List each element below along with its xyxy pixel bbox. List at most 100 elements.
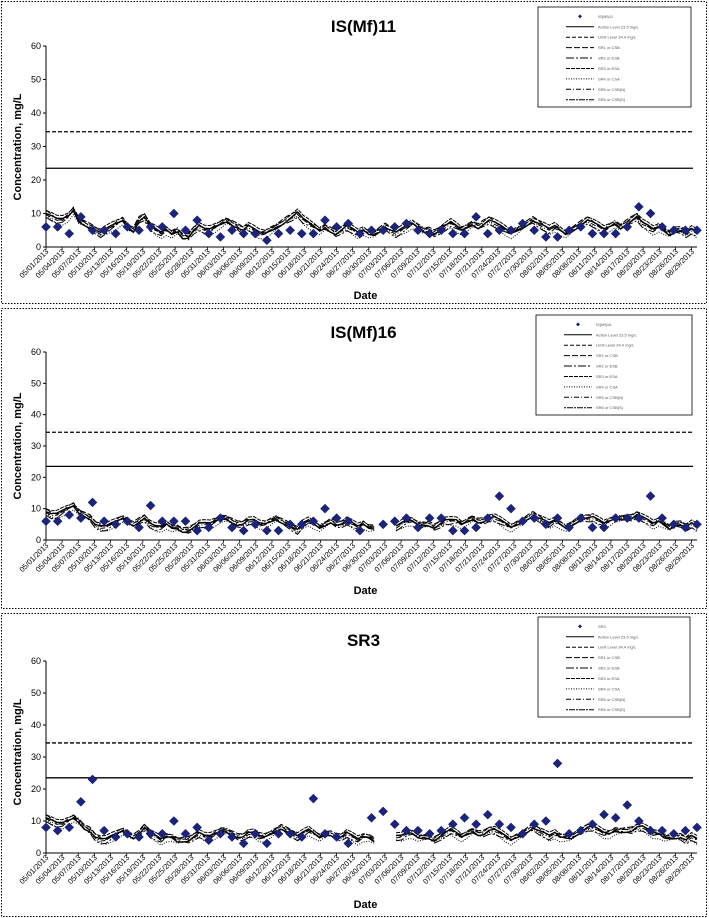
data-point <box>634 513 644 523</box>
data-point <box>296 832 307 842</box>
data-point <box>506 225 516 236</box>
data-point <box>76 513 86 523</box>
data-point <box>227 225 237 236</box>
data-point <box>575 222 586 232</box>
data-point <box>203 522 214 533</box>
legend-label: SR4 or CSA <box>598 686 620 691</box>
data-point <box>645 208 656 219</box>
data-point <box>366 812 377 823</box>
data-point <box>378 225 388 236</box>
data-point <box>192 822 202 833</box>
data-point <box>552 232 563 242</box>
data-point <box>436 513 447 523</box>
legend-label: SR4 or CSA <box>598 76 620 81</box>
data-point <box>389 516 400 527</box>
data-point <box>99 516 109 527</box>
data-point <box>668 828 679 839</box>
legend-label: SR5 or CSB(N) <box>596 395 624 400</box>
data-point <box>378 519 388 530</box>
data-point <box>192 525 202 536</box>
reference-station-series-4 <box>45 814 698 840</box>
data-point <box>134 832 144 842</box>
data-point <box>494 819 505 830</box>
data-point <box>134 225 144 236</box>
data-point <box>506 503 516 514</box>
y-tick-label: 50 <box>31 378 41 388</box>
legend-label: Limit Level 34.4 mg/L <box>598 645 637 650</box>
reference-station-series-4 <box>45 502 698 531</box>
y-tick-label: 30 <box>31 441 41 451</box>
data-point <box>169 516 179 527</box>
data-point <box>692 225 702 236</box>
chart-title: IS(Mf)16 <box>330 323 396 342</box>
data-point <box>622 513 633 523</box>
legend: SR3 Action Level 23.5 mg/L Limit Level 34.… <box>537 616 691 718</box>
data-point <box>599 228 609 239</box>
data-point <box>436 225 447 236</box>
data-point <box>180 225 191 236</box>
data-point <box>529 819 540 830</box>
data-point <box>343 838 354 849</box>
y-tick-label: 40 <box>31 108 41 118</box>
y-tick-label: 40 <box>31 720 41 730</box>
data-point <box>331 513 342 523</box>
data-point <box>599 522 609 533</box>
data-point <box>459 812 470 823</box>
data-point <box>64 822 75 833</box>
data-point <box>668 519 679 530</box>
data-point <box>517 218 528 229</box>
panel-frame <box>1 308 707 609</box>
data-point <box>110 832 121 842</box>
data-point <box>401 825 412 836</box>
data-point <box>657 513 667 523</box>
data-point <box>482 228 493 239</box>
data-point <box>587 228 598 239</box>
chart-title: SR3 <box>347 631 380 650</box>
y-tick-label: 20 <box>31 175 41 185</box>
data-point <box>634 201 644 212</box>
data-point <box>285 828 295 839</box>
y-tick-label: 20 <box>31 472 41 482</box>
data-point <box>575 825 586 836</box>
data-point <box>273 228 284 239</box>
data-point <box>482 513 493 523</box>
y-tick-label: 60 <box>31 41 41 51</box>
data-point <box>145 500 156 511</box>
data-point <box>622 800 633 810</box>
data-point <box>215 828 226 839</box>
data-point <box>285 225 295 236</box>
data-point <box>308 516 319 527</box>
y-axis-label: Concentration, mg/L <box>12 93 24 200</box>
legend-label: SR6 or CSB(S) <box>598 707 626 712</box>
data-point <box>424 228 435 239</box>
legend-marker <box>576 322 580 327</box>
data-point <box>355 525 365 536</box>
data-point <box>459 228 470 239</box>
data-point <box>331 222 342 232</box>
data-point <box>413 522 423 533</box>
data-point <box>134 522 144 533</box>
legend-label: IS(Mf)11 <box>598 14 614 19</box>
legend: IS(Mf)11 Action Level 23.5 mg/L Limit Leve… <box>537 6 692 108</box>
data-point <box>541 816 551 826</box>
legend-label: SR5 or CSB(N) <box>598 697 626 702</box>
legend-marker <box>578 14 582 19</box>
legend-label: SR2 or ESB <box>596 364 618 369</box>
data-point <box>424 828 435 839</box>
data-point <box>552 758 563 769</box>
data-point <box>64 228 75 239</box>
data-point <box>541 232 551 242</box>
data-point <box>41 516 51 527</box>
data-point <box>180 516 191 527</box>
data-point <box>157 516 168 527</box>
legend-label: IS(Mf)16 <box>596 322 612 327</box>
chart-panel-1: IS(Mf)11 0 10 20 30 40 50 60 Concentration, mg/L… <box>1 1 707 304</box>
data-point <box>192 215 202 226</box>
legend-label: Limit Level 34.4 mg/L <box>598 35 637 40</box>
data-point <box>378 806 388 817</box>
y-tick-label: 60 <box>31 347 41 357</box>
data-point <box>622 222 633 232</box>
data-point <box>169 816 179 826</box>
